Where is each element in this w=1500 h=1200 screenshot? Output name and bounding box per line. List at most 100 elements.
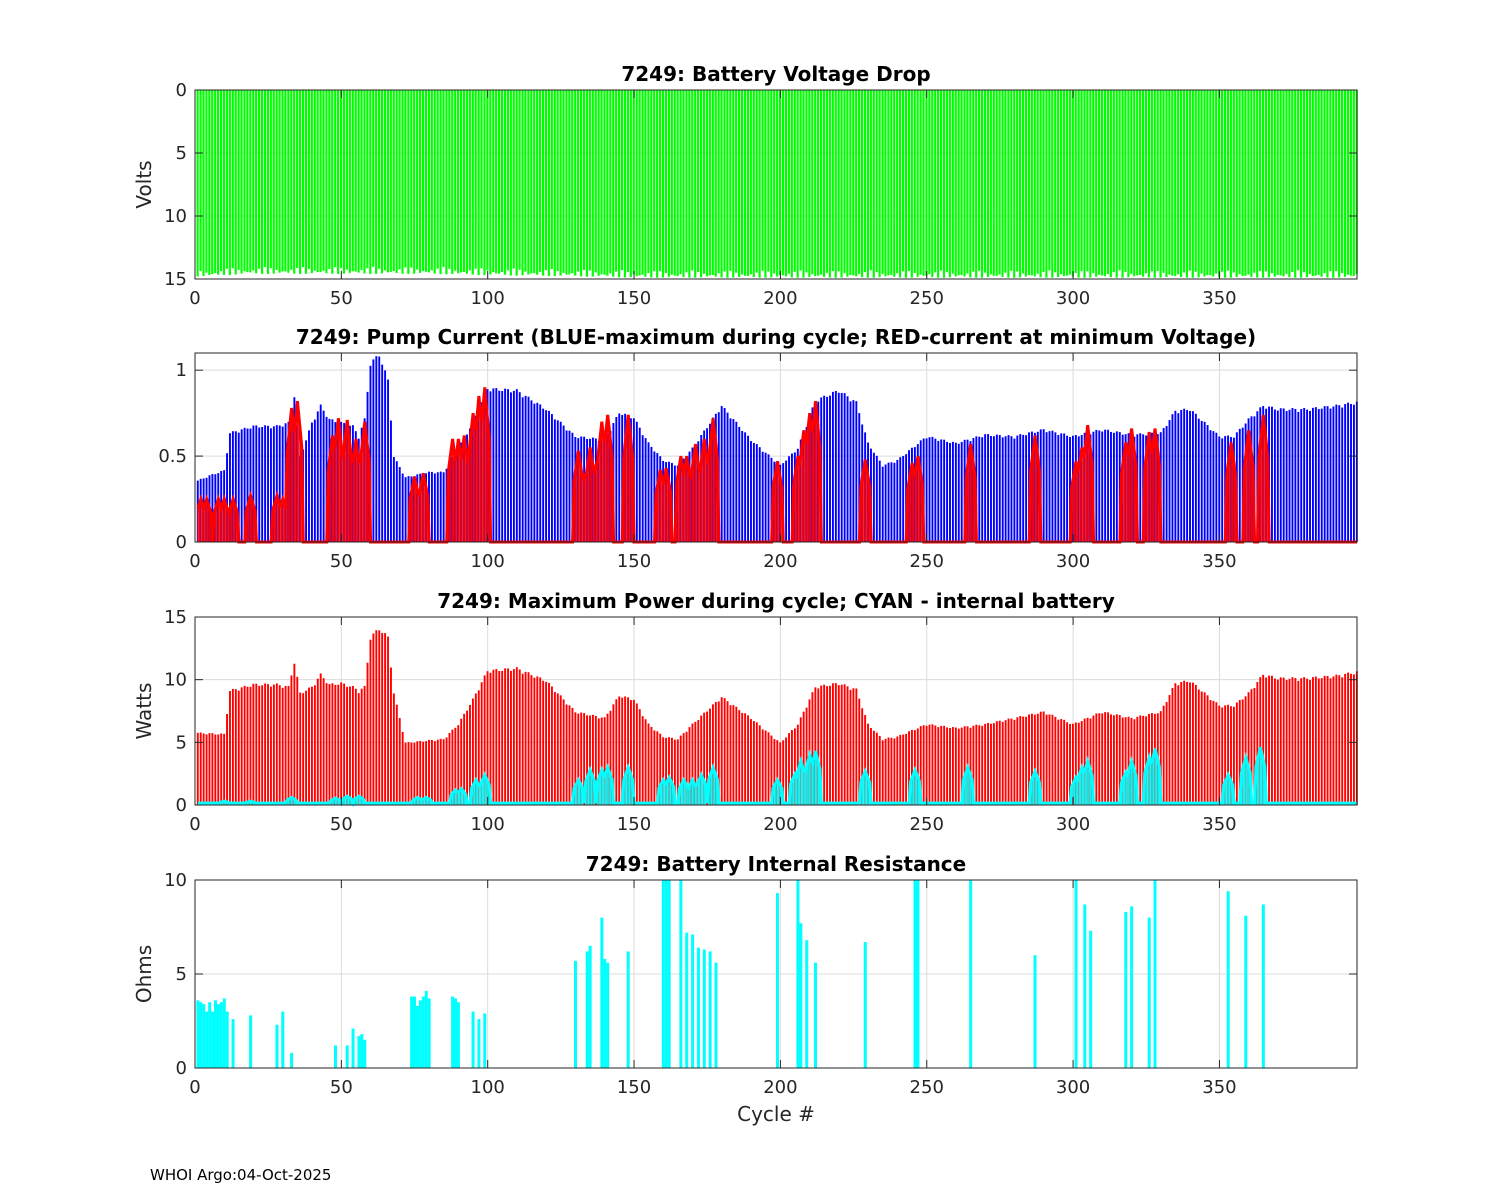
red-bar: [1314, 676, 1317, 805]
red-bar: [305, 690, 308, 805]
blue-bar: [943, 439, 946, 542]
volt-bar: [1042, 90, 1045, 272]
blue-bar: [1238, 428, 1241, 542]
volt-bar: [360, 90, 363, 271]
red-bar: [1028, 714, 1030, 805]
red-bar: [240, 687, 243, 805]
y-tick-label: 5: [176, 143, 187, 164]
cyan-spike: [792, 777, 795, 805]
red-bar: [1036, 713, 1039, 805]
cyan-spike: [699, 778, 701, 805]
resistance-bar: [249, 1015, 253, 1068]
red-bar: [1244, 696, 1247, 805]
cyan-spike: [801, 765, 803, 805]
red-bar: [852, 688, 855, 805]
y-tick-label: 0.5: [158, 446, 187, 467]
volt-bar: [875, 90, 878, 273]
volt-bar: [1185, 90, 1189, 278]
red-bar: [788, 733, 790, 805]
cyan-spike: [671, 783, 673, 805]
red-bar: [524, 671, 527, 805]
red-spike: [1230, 442, 1232, 542]
red-bar: [1221, 707, 1224, 805]
volt-bar: [620, 90, 624, 271]
volt-bar: [377, 90, 381, 269]
cyan-spike: [1131, 761, 1133, 805]
red-spike: [349, 446, 351, 542]
red-spike: [678, 465, 681, 542]
red-bar: [919, 726, 922, 805]
volt-bar: [1203, 90, 1206, 277]
red-bar: [1256, 682, 1259, 805]
volt-bar: [618, 90, 621, 278]
blue-bar: [258, 427, 261, 542]
blue-bar: [1194, 413, 1197, 542]
blue-bar: [498, 390, 501, 542]
volt-bar: [433, 90, 436, 274]
blue-bar: [1329, 408, 1332, 542]
red-bar: [782, 740, 785, 805]
cyan-spike: [1157, 760, 1159, 805]
volt-bar: [211, 90, 214, 274]
blue-bar: [1347, 402, 1350, 542]
red-bar: [1022, 716, 1025, 805]
volt-bar: [515, 90, 518, 276]
volt-bar: [1256, 90, 1259, 278]
resistance-bar: [667, 880, 671, 1068]
cyan-spike: [914, 769, 916, 805]
volt-bar: [1045, 90, 1048, 278]
volt-bar: [521, 90, 524, 276]
cyan-spike: [627, 767, 629, 805]
blue-bar: [1013, 438, 1016, 542]
volt-bar: [260, 90, 264, 274]
resistance-bar: [679, 880, 683, 1068]
red-bar: [556, 693, 559, 805]
volt-bar: [459, 90, 463, 273]
volt-bar: [828, 90, 831, 278]
cyan-spike: [817, 762, 820, 805]
red-bar: [998, 720, 1001, 805]
blue-bar: [1101, 431, 1104, 542]
volt-bar: [413, 90, 416, 274]
footer-text: WHOI Argo:04-Oct-2025: [150, 1166, 332, 1184]
blue-bar: [735, 421, 738, 542]
blue-bar: [984, 434, 987, 542]
red-spike: [292, 422, 294, 542]
red-spike: [585, 478, 587, 542]
cyan-spike: [816, 757, 818, 805]
blue-bar: [858, 413, 861, 542]
red-bar: [217, 734, 220, 805]
red-bar: [758, 725, 761, 805]
cyan-spike: [1229, 778, 1231, 805]
volt-bar: [1130, 90, 1133, 274]
volt-bar: [363, 90, 366, 274]
cyan-spike: [965, 771, 967, 805]
volt-bar: [1039, 90, 1042, 278]
blue-bar: [322, 410, 325, 542]
volt-bar: [536, 90, 539, 275]
resistance-bar: [281, 1011, 285, 1068]
blue-bar: [1306, 409, 1309, 542]
red-bar: [1232, 706, 1235, 805]
cyan-spike: [686, 785, 688, 805]
volt-bar: [773, 90, 776, 274]
volt-bar: [348, 90, 351, 273]
red-bar: [1118, 715, 1121, 805]
red-bar: [1200, 691, 1203, 805]
blue-bar: [255, 425, 258, 542]
resistance-bar: [685, 932, 689, 1068]
red-bar: [577, 713, 580, 805]
volt-bar: [275, 90, 278, 270]
red-bar: [404, 742, 407, 805]
red-bar: [1110, 714, 1112, 805]
volt-bar: [1259, 90, 1262, 271]
cyan-spike: [484, 774, 486, 805]
red-spike: [624, 442, 626, 542]
volt-bar: [1103, 90, 1107, 277]
red-bar: [281, 687, 284, 805]
volt-bar: [240, 90, 243, 274]
volt-bar: [541, 90, 545, 276]
cyan-spike: [1245, 757, 1247, 805]
cyan-spike: [476, 782, 479, 805]
red-spike: [457, 438, 460, 542]
